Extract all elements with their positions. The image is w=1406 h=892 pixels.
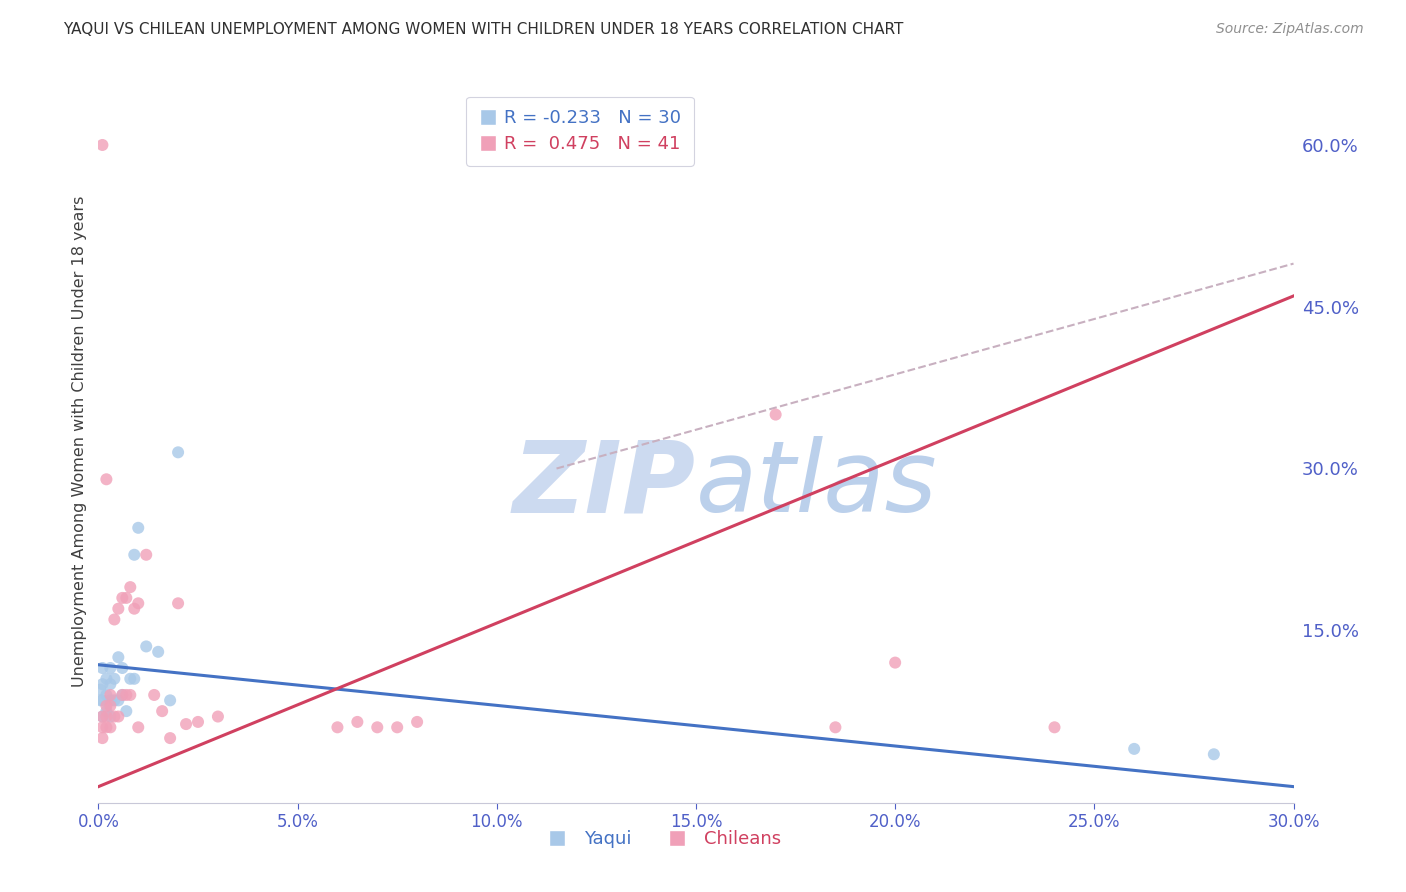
Point bbox=[107, 650, 129, 665]
Point bbox=[111, 688, 134, 702]
Point bbox=[96, 704, 118, 718]
Point bbox=[98, 693, 122, 707]
Point bbox=[127, 521, 149, 535]
Point bbox=[159, 731, 181, 745]
Point bbox=[115, 704, 138, 718]
Point bbox=[98, 661, 122, 675]
Point bbox=[91, 138, 114, 153]
Point bbox=[159, 693, 181, 707]
Point bbox=[103, 693, 125, 707]
Point bbox=[107, 601, 129, 615]
Point bbox=[98, 677, 122, 691]
Point bbox=[150, 704, 173, 718]
Point bbox=[96, 672, 118, 686]
Point bbox=[111, 661, 134, 675]
Point bbox=[127, 596, 149, 610]
Point bbox=[143, 688, 166, 702]
Point bbox=[148, 645, 170, 659]
Point bbox=[107, 693, 129, 707]
Point bbox=[111, 591, 134, 605]
Point bbox=[174, 717, 197, 731]
Point bbox=[96, 698, 118, 713]
Point bbox=[103, 709, 125, 723]
Point bbox=[91, 709, 114, 723]
Point bbox=[111, 688, 134, 702]
Point bbox=[406, 714, 429, 729]
Point bbox=[120, 688, 142, 702]
Point bbox=[115, 591, 138, 605]
Point bbox=[103, 612, 125, 626]
Point bbox=[884, 656, 907, 670]
Point bbox=[103, 672, 125, 686]
Point bbox=[91, 720, 114, 734]
Point bbox=[98, 698, 122, 713]
Point bbox=[98, 720, 122, 734]
Y-axis label: Unemployment Among Women with Children Under 18 years: Unemployment Among Women with Children U… bbox=[72, 196, 87, 687]
Point bbox=[107, 709, 129, 723]
Point bbox=[91, 661, 114, 675]
Point bbox=[207, 709, 229, 723]
Point bbox=[96, 709, 118, 723]
Legend: Yaqui, Chileans: Yaqui, Chileans bbox=[531, 822, 789, 855]
Point bbox=[1123, 742, 1146, 756]
Point bbox=[824, 720, 846, 734]
Point bbox=[96, 472, 118, 486]
Point bbox=[124, 672, 146, 686]
Point bbox=[89, 682, 111, 697]
Point bbox=[91, 709, 114, 723]
Point bbox=[385, 720, 409, 734]
Point bbox=[167, 445, 190, 459]
Point bbox=[120, 672, 142, 686]
Point bbox=[167, 596, 190, 610]
Point bbox=[346, 714, 368, 729]
Point bbox=[98, 688, 122, 702]
Point bbox=[96, 688, 118, 702]
Point bbox=[124, 548, 146, 562]
Point bbox=[91, 693, 114, 707]
Point bbox=[135, 548, 157, 562]
Point bbox=[326, 720, 349, 734]
Point bbox=[91, 677, 114, 691]
Point bbox=[91, 731, 114, 745]
Text: ZIP: ZIP bbox=[513, 436, 696, 533]
Point bbox=[115, 688, 138, 702]
Point bbox=[135, 640, 157, 654]
Point bbox=[98, 709, 122, 723]
Text: Source: ZipAtlas.com: Source: ZipAtlas.com bbox=[1216, 22, 1364, 37]
Point bbox=[124, 601, 146, 615]
Text: atlas: atlas bbox=[696, 436, 938, 533]
Point bbox=[127, 720, 149, 734]
Point bbox=[89, 693, 111, 707]
Text: YAQUI VS CHILEAN UNEMPLOYMENT AMONG WOMEN WITH CHILDREN UNDER 18 YEARS CORRELATI: YAQUI VS CHILEAN UNEMPLOYMENT AMONG WOME… bbox=[63, 22, 904, 37]
Point bbox=[366, 720, 388, 734]
Point bbox=[120, 580, 142, 594]
Point bbox=[187, 714, 209, 729]
Point bbox=[1043, 720, 1066, 734]
Point bbox=[765, 408, 787, 422]
Point bbox=[96, 720, 118, 734]
Point bbox=[1202, 747, 1225, 762]
